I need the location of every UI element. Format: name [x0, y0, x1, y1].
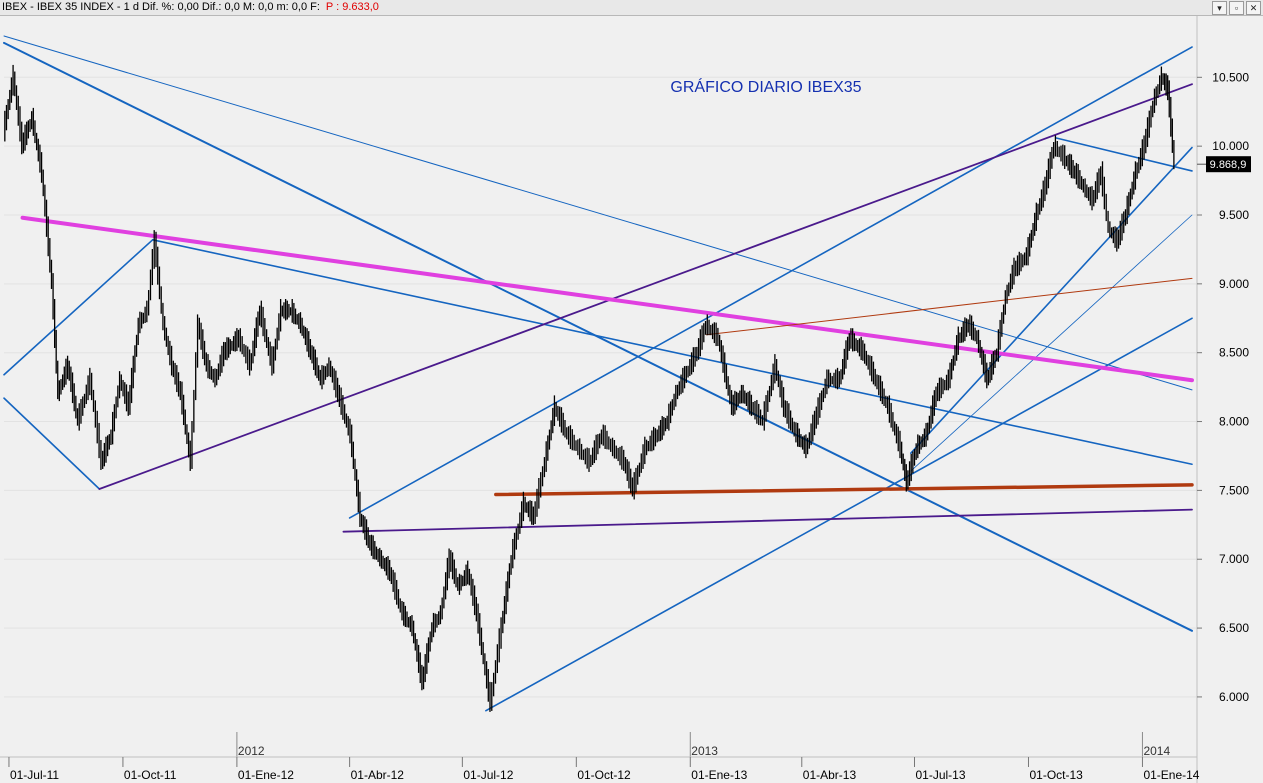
trendlines[interactable]	[3, 35, 1194, 712]
window-title: IBEX - IBEX 35 INDEX - 1 d Dif. %: 0,00 …	[2, 0, 379, 15]
trendline[interactable]	[494, 483, 1194, 497]
trendline[interactable]	[485, 317, 1193, 712]
x-tick-label: 01-Ene-13	[691, 768, 747, 782]
window-title-bar: IBEX - IBEX 35 INDEX - 1 d Dif. %: 0,00 …	[0, 0, 1263, 16]
y-tick-label: 8.000	[1219, 415, 1249, 429]
year-label: 2014	[1143, 744, 1170, 758]
minimize-button[interactable]: ▾	[1212, 1, 1227, 15]
y-tick-label: 7.000	[1219, 552, 1249, 566]
x-tick-label: 01-Oct-11	[124, 768, 177, 782]
close-button[interactable]: ✕	[1246, 1, 1261, 15]
x-tick-label: 01-Jul-11	[10, 768, 59, 782]
x-tick-label: 01-Oct-13	[1029, 768, 1083, 782]
trendline[interactable]	[348, 46, 1193, 519]
x-tick-label: 01-Oct-12	[577, 768, 631, 782]
trendline[interactable]	[98, 83, 1193, 490]
y-tick-label: 8.500	[1219, 346, 1249, 360]
y-tick-label: 9.500	[1219, 208, 1249, 222]
y-tick-label: 6.000	[1219, 690, 1249, 704]
chart-title: GRÁFICO DIARIO IBEX35	[670, 77, 861, 96]
y-tick-label: 6.500	[1219, 621, 1249, 635]
last-value-box	[1206, 156, 1251, 173]
year-label: 2012	[238, 744, 265, 758]
trendline[interactable]	[909, 146, 1193, 455]
trendline[interactable]	[3, 41, 1193, 632]
price-series	[4, 64, 1175, 712]
x-tick-label: 01-Jul-12	[463, 768, 513, 782]
trendline[interactable]	[342, 508, 1193, 533]
x-tick-label: 01-Abr-13	[803, 768, 857, 782]
year-label: 2013	[691, 744, 718, 758]
x-tick-label: 01-Ene-12	[238, 768, 294, 782]
trendline[interactable]	[705, 277, 1193, 336]
ibex-chart[interactable]: 6.000 6.500 7.000 7.500 8.000 8.500 9.000 9.500…	[0, 16, 1263, 783]
y-tick-label: 10.000	[1212, 139, 1249, 153]
x-tick-label: 01-Ene-14	[1143, 768, 1199, 782]
trendline[interactable]	[910, 214, 1193, 472]
window-controls: ▾ ▫ ✕	[1212, 1, 1261, 15]
trendline[interactable]	[151, 238, 1193, 466]
price-readout: P : 9.633,0	[325, 1, 379, 13]
y-tick-label: 10.500	[1212, 70, 1249, 84]
trendline[interactable]	[3, 397, 101, 490]
symbol-info: IBEX - IBEX 35 INDEX - 1 d Dif. %: 0,00 …	[2, 1, 320, 13]
last-value-text: 9.868,9	[1210, 159, 1247, 171]
price-axis: 6.000 6.500 7.000 7.500 8.000 8.500 9.000 9.500…	[1197, 70, 1249, 704]
trendline[interactable]	[3, 238, 154, 376]
time-axis: 01-Jul-11 01-Oct-11 01-Ene-12 01-Abr-12 01-J…	[8, 744, 1200, 782]
trendline[interactable]	[3, 35, 1193, 391]
chart-background	[0, 16, 1263, 783]
y-tick-label: 9.000	[1219, 277, 1249, 291]
x-tick-label: 01-Jul-13	[916, 768, 966, 782]
restore-button[interactable]: ▫	[1229, 1, 1244, 15]
trendline[interactable]	[1054, 137, 1193, 172]
last-value-label: 9.868,9	[1197, 156, 1251, 173]
y-tick-label: 7.500	[1219, 483, 1249, 497]
x-tick-label: 01-Abr-12	[351, 768, 405, 782]
